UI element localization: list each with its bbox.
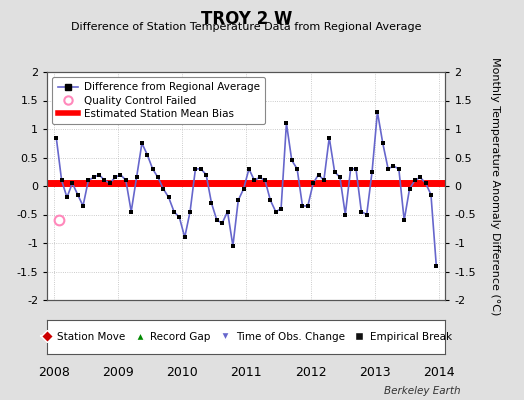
Text: 2009: 2009	[102, 366, 134, 379]
Legend: Difference from Regional Average, Quality Control Failed, Estimated Station Mean: Difference from Regional Average, Qualit…	[52, 77, 265, 124]
Text: 2014: 2014	[423, 366, 455, 379]
Text: Difference of Station Temperature Data from Regional Average: Difference of Station Temperature Data f…	[71, 22, 421, 32]
Text: 2008: 2008	[38, 366, 70, 379]
Text: Berkeley Earth: Berkeley Earth	[385, 386, 461, 396]
Text: TROY 2 W: TROY 2 W	[201, 10, 292, 28]
Text: 2011: 2011	[231, 366, 262, 379]
Y-axis label: Monthly Temperature Anomaly Difference (°C): Monthly Temperature Anomaly Difference (…	[490, 57, 500, 315]
Legend: Station Move, Record Gap, Time of Obs. Change, Empirical Break: Station Move, Record Gap, Time of Obs. C…	[36, 328, 456, 346]
Text: 2012: 2012	[294, 366, 326, 379]
Text: 2013: 2013	[359, 366, 390, 379]
Text: 2010: 2010	[166, 366, 198, 379]
